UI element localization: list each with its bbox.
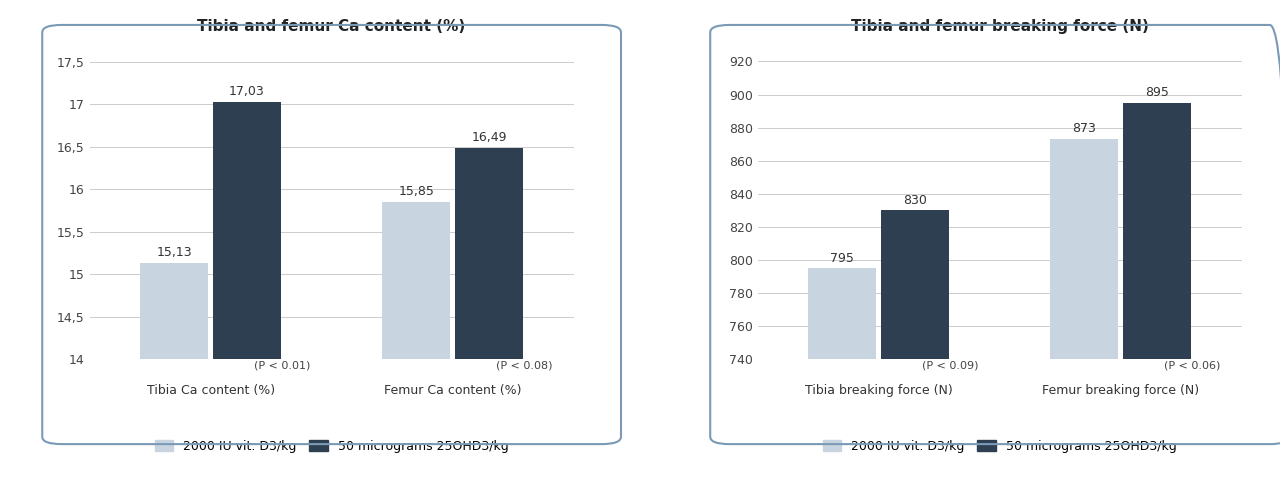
Bar — [1123, 103, 1190, 359]
Text: 895: 895 — [1144, 86, 1169, 99]
Text: (P < 0.09): (P < 0.09) — [922, 361, 979, 371]
Text: 17,03: 17,03 — [229, 85, 265, 98]
Bar — [141, 263, 209, 359]
Bar — [1051, 139, 1119, 359]
Text: 15,85: 15,85 — [398, 185, 434, 198]
Text: (P < 0.06): (P < 0.06) — [1164, 361, 1221, 371]
Legend: 2000 IU vit. D3/kg, 50 micrograms 25OHD3/kg: 2000 IU vit. D3/kg, 50 micrograms 25OHD3… — [150, 435, 513, 458]
Legend: 2000 IU vit. D3/kg, 50 micrograms 25OHD3/kg: 2000 IU vit. D3/kg, 50 micrograms 25OHD3… — [818, 435, 1181, 458]
Title: Tibia and femur Ca content (%): Tibia and femur Ca content (%) — [197, 19, 466, 34]
Bar — [809, 268, 876, 359]
Text: 873: 873 — [1073, 122, 1096, 135]
Text: 830: 830 — [902, 194, 927, 207]
Bar — [383, 202, 451, 359]
Text: (P < 0.08): (P < 0.08) — [497, 361, 553, 371]
Title: Tibia and femur breaking force (N): Tibia and femur breaking force (N) — [851, 19, 1148, 34]
Bar — [456, 148, 522, 359]
Text: 15,13: 15,13 — [156, 247, 192, 259]
Text: 795: 795 — [831, 251, 854, 264]
Text: 16,49: 16,49 — [471, 131, 507, 144]
Text: (P < 0.01): (P < 0.01) — [255, 361, 311, 371]
Bar — [881, 211, 948, 359]
Bar — [212, 102, 280, 359]
